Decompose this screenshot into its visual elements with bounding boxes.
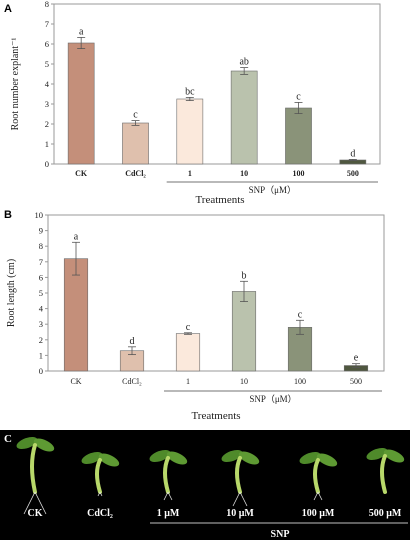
- seedling-leaf: [316, 453, 338, 467]
- seedling-leaf: [366, 447, 388, 461]
- significance-letter: c: [296, 91, 301, 102]
- snp-group-label: SNP（μM）: [249, 185, 296, 195]
- y-tick-label: 9: [39, 226, 43, 236]
- significance-letter: a: [74, 231, 79, 242]
- y-tick-label: 8: [45, 0, 49, 9]
- seedling-stem: [380, 454, 387, 494]
- bar: [230, 70, 258, 165]
- plot-frame: [53, 3, 381, 165]
- seedling-roots: [232, 491, 248, 507]
- y-axis-label: Root number explant⁻¹: [10, 38, 21, 131]
- category-label: 10: [240, 169, 248, 178]
- seedling-photo: C CK CdCl₂ 1 μM 10 μM 100 μM 500 μM SNP: [4, 433, 408, 540]
- seedling-stem: [30, 443, 37, 494]
- seedling-roots: [97, 491, 103, 497]
- category-label: 100: [294, 377, 306, 386]
- y-tick-label: 2: [45, 119, 49, 129]
- y-tick-label: 7: [39, 257, 43, 267]
- y-tick-label: 0: [45, 159, 49, 169]
- y-tick-label: 6: [45, 39, 49, 49]
- chart-b-root-length: 0 1 2 3 4 5 6 7 8 9 10 Root length (cm) a CK d CdCl₂ c 1 b…: [6, 210, 385, 422]
- snp-photo-label: SNP: [271, 529, 290, 540]
- category-label: 500: [347, 169, 359, 178]
- y-tick-label: 3: [45, 99, 49, 109]
- y-tick-label: 3: [39, 319, 43, 329]
- plot-frame: [47, 214, 385, 372]
- seedling-leaf: [166, 451, 188, 465]
- panel-c-letter: C: [4, 433, 12, 445]
- category-label: CdCl₂: [122, 377, 142, 386]
- y-tick-label: 4: [45, 79, 50, 89]
- category-label: 500: [350, 377, 362, 386]
- y-tick-label: 1: [45, 139, 49, 149]
- y-tick-label: 5: [45, 59, 49, 69]
- seedling-leaf: [299, 451, 321, 465]
- seedling-leaf: [33, 438, 55, 452]
- y-tick-label: 0: [39, 366, 43, 376]
- seedling-stem: [313, 458, 320, 494]
- seedling-label: CdCl₂: [87, 508, 113, 519]
- chart-a-root-number: 0 1 2 3 4 5 6 7 8 Root number explant⁻¹ a CK c CdCl₂ b…: [10, 0, 381, 206]
- bar: [63, 258, 89, 372]
- bar: [285, 107, 312, 165]
- seedling-label: CK: [28, 508, 43, 519]
- y-tick-label: 6: [39, 272, 43, 282]
- snp-group-label: SNP（μM）: [249, 394, 296, 404]
- seedling-stem: [235, 456, 242, 494]
- x-axis-label: Treatments: [191, 410, 240, 422]
- bar: [231, 291, 257, 372]
- bar: [122, 122, 149, 165]
- bar: [176, 98, 204, 165]
- seedling-leaf: [81, 451, 103, 465]
- y-tick-label: 10: [35, 210, 44, 220]
- significance-letter: c: [298, 309, 303, 320]
- seedling-roots: [313, 491, 323, 501]
- category-label: 1: [186, 377, 190, 386]
- y-tick-label: 8: [39, 241, 43, 251]
- seedling-label: 10 μM: [226, 508, 254, 519]
- category-label: 1: [188, 169, 192, 178]
- y-tick-label: 4: [39, 304, 44, 314]
- category-label: CdCl₂: [125, 169, 146, 178]
- bar: [175, 333, 201, 372]
- y-tick-label: 2: [39, 335, 43, 345]
- significance-letter: c: [186, 322, 191, 333]
- seedling-roots: [23, 491, 47, 515]
- panel-b-letter: B: [4, 209, 12, 221]
- significance-letter: d: [350, 148, 355, 159]
- seedling-leaf: [221, 449, 243, 463]
- significance-letter: a: [79, 26, 84, 37]
- seedling-leaf: [16, 436, 38, 450]
- x-axis-label: Treatments: [195, 194, 244, 206]
- seedling-stem: [163, 456, 170, 494]
- category-label: 100: [293, 169, 305, 178]
- seedling-label: 500 μM: [369, 508, 402, 519]
- y-axis-label: Root length (cm): [6, 259, 17, 327]
- significance-letter: e: [354, 353, 359, 364]
- panel-a-letter: A: [4, 3, 12, 15]
- seedling-roots: [163, 491, 173, 501]
- category-label: CK: [70, 377, 81, 386]
- significance-letter: c: [133, 110, 138, 121]
- significance-letter: d: [130, 336, 135, 347]
- significance-letter: b: [242, 270, 247, 281]
- category-label: CK: [75, 169, 88, 178]
- seedling-leaf: [238, 451, 260, 465]
- seedling-label: 100 μM: [302, 508, 335, 519]
- y-tick-label: 7: [45, 19, 49, 29]
- seedling-photo-panel: C CK CdCl₂ 1 μM 10 μM 100 μM 500 μM SNP: [0, 430, 410, 540]
- seedling-leaf: [98, 453, 120, 467]
- category-label: 10: [240, 377, 248, 386]
- seedling-stem: [95, 458, 102, 494]
- significance-letter: ab: [239, 57, 248, 68]
- seedling-label: 1 μM: [157, 508, 180, 519]
- y-tick-label: 5: [39, 288, 43, 298]
- significance-letter: bc: [185, 86, 195, 97]
- seedling-leaf: [383, 449, 405, 463]
- y-tick-label: 1: [39, 350, 43, 360]
- seedling-leaf: [149, 449, 171, 463]
- bar: [67, 42, 95, 165]
